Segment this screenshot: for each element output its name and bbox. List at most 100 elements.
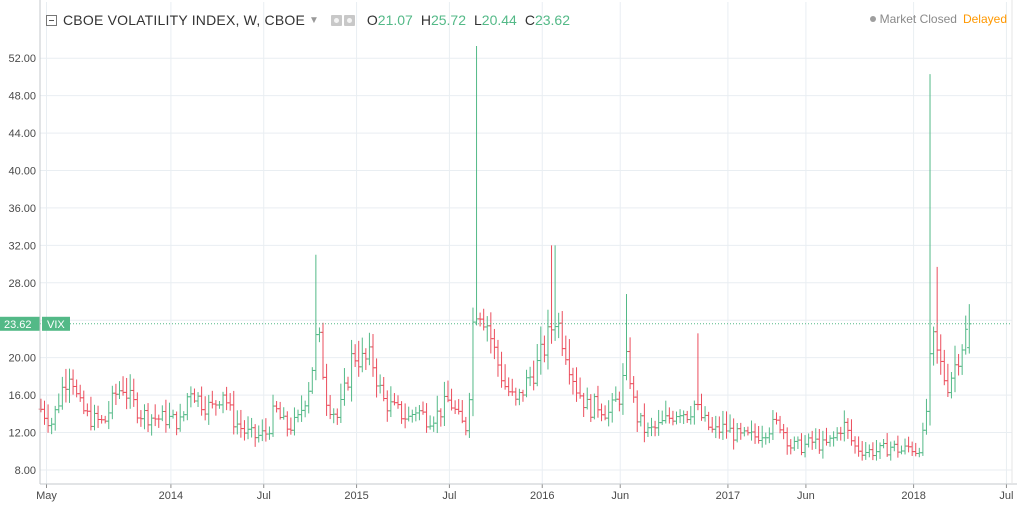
ohlc-bar[interactable] [745,426,751,436]
ohlc-bar[interactable] [195,392,201,408]
ohlc-bar[interactable] [617,391,622,412]
ohlc-bar[interactable] [545,309,551,370]
symbol-title[interactable]: CBOE VOLATILITY INDEX, W, CBOE [63,12,305,28]
ohlc-bar[interactable] [492,328,497,360]
ohlc-bar[interactable] [888,441,893,461]
ohlc-bar[interactable] [863,441,868,460]
ohlc-bar[interactable] [924,398,929,435]
ohlc-bar[interactable] [895,435,901,458]
ohlc-bar[interactable] [699,393,704,421]
ohlc-bar[interactable] [431,416,436,432]
ohlc-bar[interactable] [688,406,693,425]
ohlc-bar[interactable] [213,400,219,416]
ohlc-bar[interactable] [424,403,429,433]
ohlc-bar[interactable] [252,424,258,447]
ohlc-bar[interactable] [292,407,297,436]
ohlc-bar[interactable] [142,404,147,430]
ohlc-bar[interactable] [402,403,408,429]
ohlc-bar[interactable] [188,386,194,408]
ohlc-bar[interactable] [427,415,433,430]
ohlc-bar[interactable] [274,401,279,413]
ohlc-bar[interactable] [859,441,865,461]
ohlc-bar[interactable] [899,445,904,455]
ohlc-bar[interactable] [256,425,261,443]
ohlc-bar[interactable] [585,387,590,410]
ohlc-bar[interactable] [238,409,244,438]
ohlc-bar[interactable] [788,439,793,455]
ohlc-bar[interactable] [556,312,561,339]
ohlc-bar[interactable] [206,394,211,425]
ohlc-bar[interactable] [181,411,186,422]
ohlc-bar[interactable] [781,423,786,440]
ohlc-bar[interactable] [874,440,879,461]
ohlc-bar[interactable] [367,332,372,366]
ohlc-bar[interactable] [802,435,808,458]
ohlc-bar[interactable] [906,436,911,453]
ohlc-bar[interactable] [177,403,183,432]
ohlc-bar[interactable] [770,410,776,441]
ohlc-bar[interactable] [227,393,233,411]
ohlc-bar[interactable] [156,414,161,428]
ohlc-bar[interactable] [127,374,133,409]
ohlc-bar[interactable] [767,427,772,444]
ohlc-bar[interactable] [574,367,579,402]
ohlc-bar[interactable] [131,378,136,407]
ohlc-bar[interactable] [395,395,401,409]
ohlc-bar[interactable] [952,345,958,393]
ohlc-bar[interactable] [877,442,883,459]
ohlc-bar[interactable] [870,442,876,461]
ohlc-bar[interactable] [406,406,411,422]
ohlc-bar[interactable] [652,420,658,437]
ohlc-bar[interactable] [813,428,818,450]
ohlc-bar[interactable] [681,410,686,424]
ohlc-bar[interactable] [420,401,426,415]
ohlc-bar[interactable] [777,415,783,434]
ohlc-bar[interactable] [831,431,836,447]
ohlc-bar[interactable] [927,74,933,426]
ohlc-bar[interactable] [399,401,404,424]
ohlc-bar[interactable] [38,398,44,413]
ohlc-bar[interactable] [124,377,129,410]
ohlc-bar[interactable] [620,363,626,415]
ohlc-bar[interactable] [324,363,329,416]
ohlc-bar[interactable] [663,400,668,424]
ohlc-bar[interactable] [695,333,701,411]
ohlc-bar[interactable] [920,422,926,456]
ohlc-bar[interactable] [606,400,611,427]
ohlc-bar[interactable] [435,395,440,434]
ohlc-bar[interactable] [535,344,540,387]
ohlc-bar[interactable] [49,417,54,435]
ohlc-bar[interactable] [720,410,726,440]
ohlc-bar[interactable] [417,405,422,421]
collapse-icon[interactable] [46,14,57,26]
ohlc-bar[interactable] [117,381,122,400]
ohlc-bar[interactable] [70,369,76,395]
ohlc-bar[interactable] [945,363,951,397]
ohlc-bar[interactable] [934,266,940,364]
ohlc-bar[interactable] [92,404,97,431]
ohlc-bar[interactable] [160,405,165,422]
ohlc-bar[interactable] [592,393,597,420]
ohlc-bar[interactable] [245,416,251,440]
ohlc-bar[interactable] [806,433,811,448]
ohlc-bar[interactable] [834,427,840,441]
ohlc-bar[interactable] [310,367,315,394]
ohlc-bar[interactable] [599,403,604,422]
ohlc-bar[interactable] [295,409,301,423]
ohlc-bar[interactable] [674,411,679,425]
ohlc-bar[interactable] [302,400,308,418]
ohlc-bar[interactable] [524,369,529,398]
ohlc-bar[interactable] [78,384,83,402]
ohlc-bar[interactable] [542,335,547,363]
ohlc-bar[interactable] [731,418,736,450]
ohlc-bar[interactable] [106,401,111,430]
ohlc-bar[interactable] [563,335,569,365]
ohlc-bar[interactable] [349,339,354,402]
ohlc-bar[interactable] [335,408,340,425]
ohlc-bar[interactable] [345,376,351,391]
ohlc-bar[interactable] [152,404,158,427]
ohlc-bar[interactable] [410,409,415,423]
ohlc-bar[interactable] [306,382,311,414]
ohlc-bar[interactable] [135,392,140,424]
ohlc-bar[interactable] [199,386,204,416]
